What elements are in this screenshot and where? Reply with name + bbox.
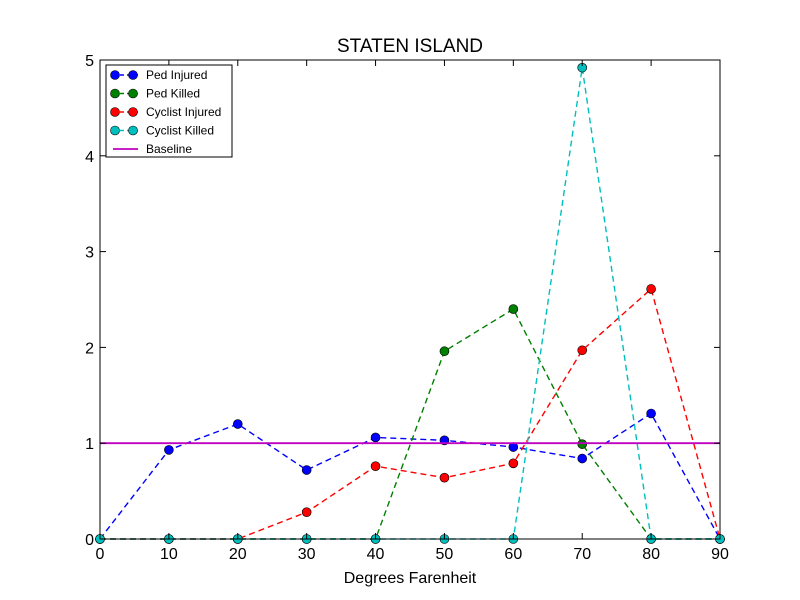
data-point-ped-killed <box>508 304 519 314</box>
data-point-ped-injured <box>646 408 656 419</box>
legend-box <box>105 64 233 158</box>
data-point-ped-killed <box>577 439 588 449</box>
data-point-cyclist-injured <box>646 284 656 294</box>
data-point-cyclist-injured <box>439 472 450 483</box>
legend-marker <box>110 125 120 136</box>
y-tick-label: 4 <box>85 149 94 166</box>
y-tick-label: 2 <box>85 340 94 357</box>
x-tick-label: 20 <box>229 546 247 563</box>
data-point-cyclist-injured <box>508 458 519 469</box>
y-tick-label: 3 <box>85 245 94 262</box>
series-line-ped-injured <box>99 412 721 540</box>
data-point-ped-injured <box>577 453 588 464</box>
x-tick-label: 70 <box>573 546 591 563</box>
y-tick-label: 5 <box>85 53 94 70</box>
data-point-ped-injured <box>301 465 312 475</box>
legend-item-ped-injured: Ped Injured <box>110 68 207 82</box>
x-tick-label: 0 <box>96 546 105 563</box>
y-tick-label: 0 <box>85 532 94 549</box>
legend-item-cyclist-injured: Cyclist Injured <box>110 105 221 119</box>
legend-marker <box>110 88 120 99</box>
legend-marker <box>110 70 120 80</box>
data-point-ped-injured <box>164 445 174 455</box>
legend-label: Ped Injured <box>146 68 207 82</box>
y-tick-label: 1 <box>85 436 94 453</box>
legend-label: Cyclist Killed <box>146 124 214 138</box>
chart-title: STATEN ISLAND <box>337 36 483 57</box>
legend-marker <box>110 107 120 117</box>
legend-marker <box>128 88 138 99</box>
legend-marker <box>128 125 138 136</box>
data-point-ped-killed <box>439 346 450 357</box>
data-point-cyclist-injured <box>577 345 588 356</box>
data-point-cyclist-injured <box>370 461 381 471</box>
data-point-cyclist-injured <box>301 507 312 517</box>
legend-marker <box>128 70 138 80</box>
legend: Ped Injured Ped Killed Cyclist Injured Cycl… <box>105 64 233 158</box>
x-tick-label: 40 <box>367 546 385 563</box>
data-point-ped-injured <box>370 432 381 443</box>
legend-marker <box>128 107 138 117</box>
legend-item-ped-killed: Ped Killed <box>110 87 200 101</box>
plot-frame <box>99 59 721 540</box>
legend-item-cyclist-killed: Cyclist Killed <box>110 124 214 138</box>
data-point-ped-injured <box>232 419 243 429</box>
x-tick-label: 90 <box>711 546 729 563</box>
x-tick-label: 50 <box>436 546 454 563</box>
x-tick-label: 10 <box>160 546 178 563</box>
legend-label: Cyclist Injured <box>146 105 221 119</box>
x-tick-label: 60 <box>504 546 522 563</box>
x-axis-label: Degrees Farenheit <box>344 570 477 587</box>
legend-label: Baseline <box>146 142 192 156</box>
legend-label: Ped Killed <box>146 87 200 101</box>
x-tick-label: 80 <box>642 546 660 563</box>
ticks-layer: 0 10 20 30 40 50 60 70 80 90 0 1 2 3 4 5 <box>85 53 729 563</box>
x-tick-label: 30 <box>298 546 316 563</box>
legend-item-baseline: Baseline <box>113 142 192 156</box>
